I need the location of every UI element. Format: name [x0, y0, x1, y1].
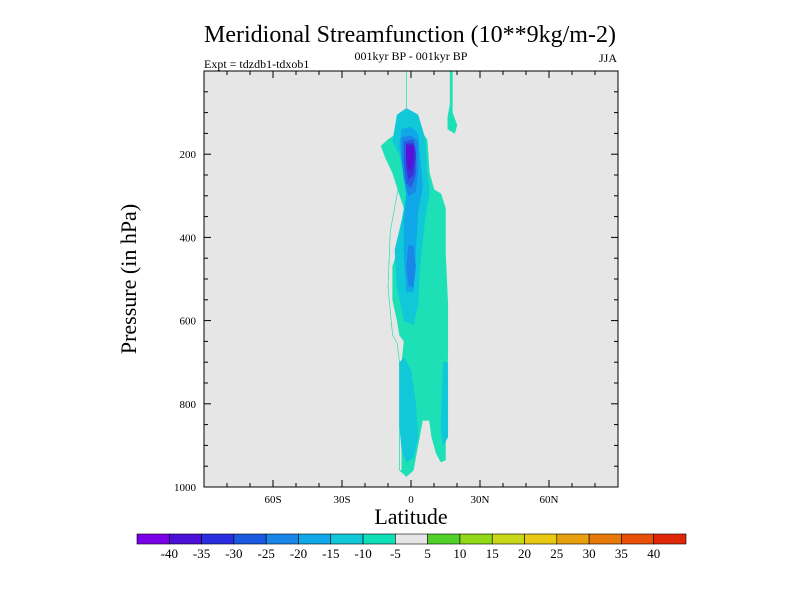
- colorbar-box: [168, 533, 202, 545]
- colorbar-label: 10: [453, 546, 466, 561]
- chart-title: Meridional Streamfunction (10**9kg/m-2): [204, 22, 616, 48]
- colorbar-box: [395, 533, 428, 545]
- y-tick-label: 200: [180, 149, 197, 161]
- colorbar-box: [330, 533, 364, 545]
- colorbar-label: 30: [583, 546, 596, 561]
- colorbar-box: [491, 533, 525, 545]
- colorbar-box: [136, 533, 170, 545]
- colorbar-label: -20: [290, 546, 307, 561]
- y-axis-label: Pressure (in hPa): [116, 204, 141, 354]
- colorbar-box: [298, 533, 332, 545]
- colorbar: -40 -35 -30 -25 -20 -15 -10 -5 5 10 15 20 25 30 35 40: [136, 533, 687, 561]
- colorbar-label: -25: [258, 546, 275, 561]
- plot-area: 60S 30S 0 30N 60N 200 400 600 800 1000: [174, 70, 619, 506]
- colorbar-box: [653, 533, 687, 545]
- colorbar-label: -40: [161, 546, 178, 561]
- contour-regions: [380, 70, 458, 477]
- colorbar-label: 35: [615, 546, 628, 561]
- region-upper-cell-core-3: [406, 145, 414, 172]
- colorbar-box: [524, 533, 558, 545]
- x-tick-label: 60N: [540, 494, 559, 506]
- colorbar-label: -5: [390, 546, 401, 561]
- colorbar-box: [201, 533, 235, 545]
- colorbar-label: -35: [193, 546, 210, 561]
- colorbar-box: [556, 533, 590, 545]
- colorbar-label: 20: [518, 546, 531, 561]
- colorbar-box: [427, 533, 461, 545]
- chart-subtitle: 001kyr BP - 001kyr BP: [355, 49, 468, 63]
- region-north-lower-cell: [440, 361, 449, 447]
- colorbar-label: -15: [322, 546, 339, 561]
- colorbar-label: 40: [647, 546, 660, 561]
- colorbar-label: 25: [550, 546, 563, 561]
- region-lower-cell-outer: [399, 357, 419, 463]
- y-tick-label: 1000: [174, 482, 197, 494]
- experiment-label: Expt = tdzdb1-tdxob1: [204, 57, 309, 71]
- colorbar-label: 5: [424, 546, 431, 561]
- colorbar-label: 15: [486, 546, 499, 561]
- x-tick-label: 30N: [471, 494, 490, 506]
- colorbar-box: [233, 533, 267, 545]
- season-label: JJA: [599, 51, 617, 65]
- y-tick-label: 400: [180, 232, 197, 244]
- colorbar-label: -30: [225, 546, 242, 561]
- x-tick-label: 60S: [264, 494, 281, 506]
- colorbar-box: [459, 533, 493, 545]
- y-tick-label: 600: [180, 316, 197, 328]
- axis-ticks: 60S 30S 0 30N 60N 200 400 600 800 1000: [174, 70, 619, 506]
- colorbar-box: [362, 533, 396, 545]
- x-axis-label: Latitude: [374, 504, 447, 529]
- colorbar-box: [588, 533, 622, 545]
- colorbar-box: [621, 533, 654, 545]
- colorbar-box: [265, 533, 299, 545]
- x-tick-label: 0: [408, 494, 414, 506]
- region-mid-cell-inner: [406, 245, 416, 288]
- x-tick-label: 30S: [333, 494, 350, 506]
- colorbar-label: -10: [354, 546, 371, 561]
- region-northern-thin-band: [447, 70, 458, 134]
- y-tick-label: 800: [180, 399, 197, 411]
